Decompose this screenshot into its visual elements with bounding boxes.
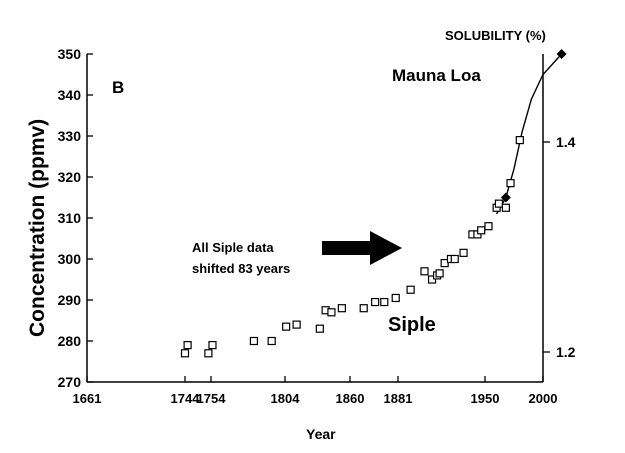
siple-point — [450, 254, 459, 264]
trend-curve — [495, 53, 563, 215]
siple-point — [515, 136, 524, 145]
y-tick-label: 280 — [58, 333, 82, 349]
data-marks — [180, 49, 567, 358]
y-tick-label: 300 — [58, 251, 82, 267]
siple-point — [208, 341, 217, 350]
siple-point — [406, 285, 415, 294]
y2-tick-label: 1.2 — [556, 344, 576, 360]
shift-arrow — [322, 231, 402, 265]
siple-point — [249, 336, 259, 346]
siple-point — [501, 203, 510, 212]
annotation-siple: Siple — [388, 314, 436, 336]
siple-point — [292, 320, 301, 329]
siple-point — [484, 222, 493, 231]
siple-point — [494, 199, 504, 208]
y2-tick-label: 1.4 — [556, 134, 576, 150]
mauna-loa-point — [500, 192, 511, 203]
x-tick-label: 1754 — [197, 391, 227, 406]
y-tick-label: 290 — [58, 292, 82, 308]
x-tick-label: 1804 — [271, 391, 301, 406]
siple-point — [435, 269, 444, 278]
annotation-mauna-loa: Mauna Loa — [392, 66, 481, 85]
siple-point — [267, 336, 276, 346]
siple-point — [459, 248, 468, 257]
siple-point — [204, 349, 213, 358]
mauna-loa-point — [556, 49, 567, 59]
panel-label: B — [112, 78, 124, 97]
siple-point — [391, 293, 400, 303]
y-tick-label: 350 — [58, 46, 82, 62]
y-tick-label: 340 — [58, 87, 82, 103]
siple-point — [477, 226, 486, 235]
x-tick-label: 1744 — [171, 391, 201, 406]
siple-point — [327, 308, 336, 317]
x-tick-label: 2000 — [529, 391, 558, 406]
y-tick-label: 270 — [58, 374, 82, 390]
siple-point — [506, 179, 515, 188]
siple-point — [315, 324, 324, 333]
siple-point — [337, 304, 346, 313]
siple-point — [180, 349, 190, 358]
x-tick-label: 1881 — [384, 391, 413, 406]
x-tick-label: 1860 — [336, 391, 365, 406]
siple-point — [282, 322, 291, 331]
siple-point — [183, 341, 192, 350]
annotation-shift-line1: All Siple data — [192, 240, 274, 255]
annotation-shift-line2: shifted 83 years — [192, 261, 290, 276]
siple-point — [420, 267, 429, 276]
x-tick-label: 1950 — [471, 391, 500, 406]
siple-point — [380, 297, 389, 307]
siple-point — [359, 304, 368, 313]
x-tick-label: 1661 — [73, 391, 102, 406]
y-tick-label: 320 — [58, 169, 82, 185]
siple-point — [371, 297, 380, 307]
y-axis-label: Concentration (ppmv) — [26, 119, 49, 337]
x-axis-label: Year — [306, 426, 336, 442]
plot-axes: 270 280 290 300 310 320 330 340 350 1.2 1.4 1661 174… — [58, 46, 576, 406]
y2-axis-label: SOLUBILITY (%) — [445, 28, 546, 43]
y-tick-label: 310 — [58, 210, 82, 226]
siple-point — [427, 275, 437, 284]
y-tick-label: 330 — [58, 128, 82, 144]
siple-point — [440, 259, 449, 268]
